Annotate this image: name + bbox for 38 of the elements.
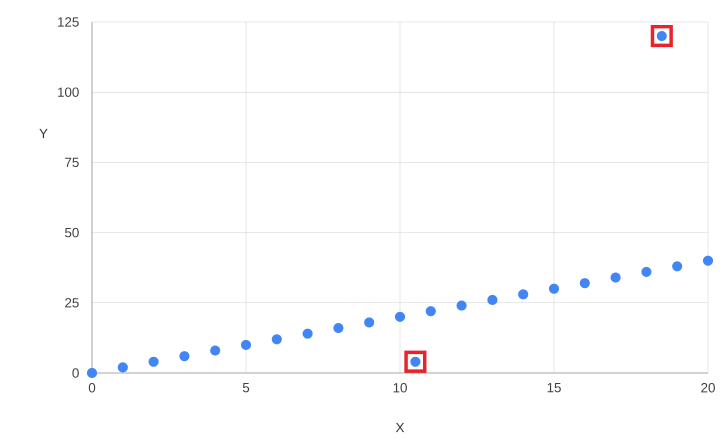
x-tick-label: 20 [701,383,715,392]
y-tick-label: 125 [58,17,79,27]
point [86,368,98,378]
point [456,300,467,311]
point [650,24,673,48]
point [580,278,590,288]
point [394,312,406,322]
point [272,334,282,344]
point [210,345,220,356]
point [410,356,420,367]
point [702,256,714,266]
x-tick-label: 15 [548,383,561,392]
point [610,272,621,283]
y-tick-label: 75 [65,158,79,168]
y-axis-title: Y [39,128,48,138]
point [641,266,652,277]
point [179,351,190,362]
y-tick-label: 0 [72,368,79,378]
x-tick-label: 0 [88,383,96,392]
point [118,362,128,372]
point [518,289,528,300]
point [656,30,667,42]
point [302,328,313,339]
point [364,317,374,328]
x-axis-title: X [396,422,404,432]
x-tick-label: 10 [394,383,407,392]
point [672,261,682,272]
y-tick-label: 25 [65,298,79,308]
point [240,340,252,350]
point [426,306,436,316]
point [487,294,498,306]
point [148,356,159,367]
point [548,284,560,294]
y-tick-label: 100 [58,87,79,97]
point [404,350,426,373]
x-tick-label: 5 [242,383,250,392]
point [333,322,344,334]
y-tick-label: 50 [65,228,79,238]
